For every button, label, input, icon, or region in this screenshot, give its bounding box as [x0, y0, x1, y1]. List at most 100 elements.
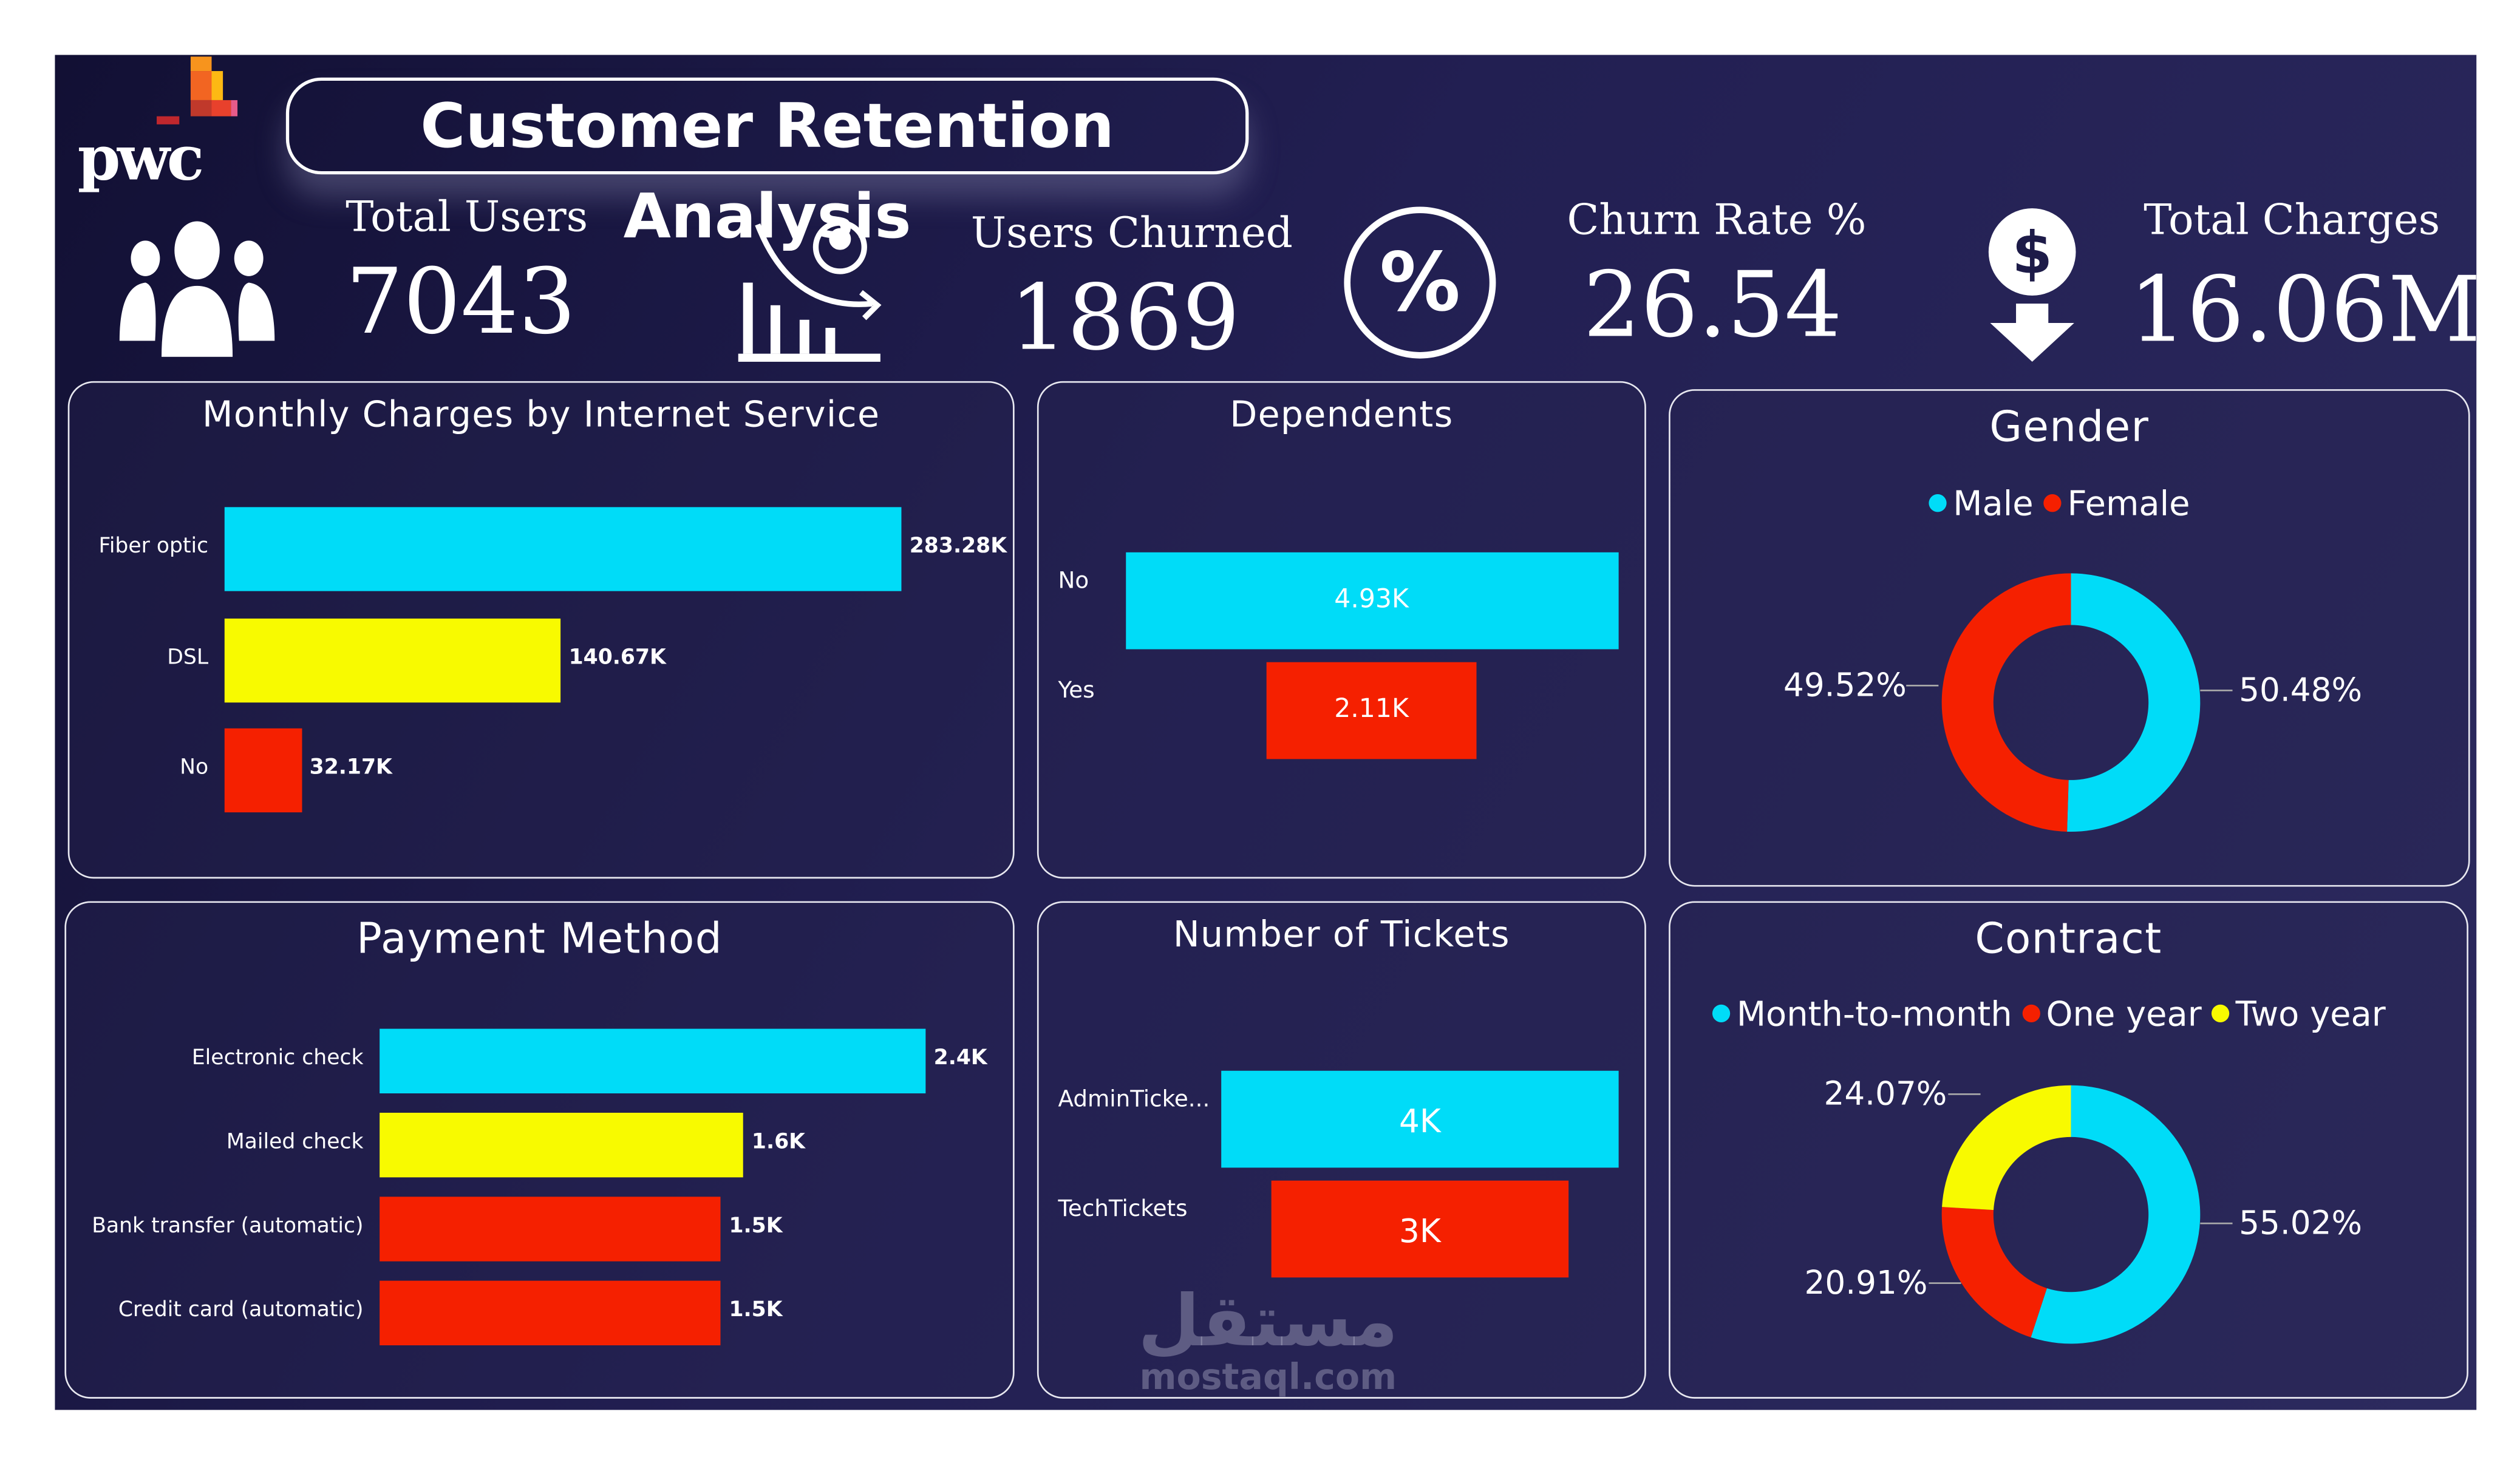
kpi-churn-rate-label: Churn Rate %: [1567, 197, 1867, 246]
percent-circle-icon: %: [1344, 206, 1496, 359]
legend-dot-icon: [1929, 494, 1947, 512]
dollar-down-arrow-icon: $: [1988, 208, 2076, 362]
data-label: 4K: [1399, 1101, 1441, 1141]
chart-title: Contract: [1975, 915, 2162, 965]
bar: [224, 728, 302, 813]
data-label: 24.07%: [1824, 1074, 1947, 1113]
bar: [1265, 661, 1477, 759]
bar: [1270, 1180, 1569, 1277]
watermark-english: mostaql.com: [1139, 1358, 1397, 1399]
kpi-users-churned-value: 1869: [1009, 266, 1240, 372]
legend-dot-icon: [2021, 1004, 2040, 1022]
leader-line: [1929, 1282, 1961, 1284]
chart-title: Monthly Charges by Internet Service: [202, 395, 880, 436]
legend-item[interactable]: Month-to-month: [1712, 995, 2012, 1034]
dependents-card: Dependents No 4.93K Yes 2.11K: [1037, 381, 1646, 879]
bar: [224, 617, 561, 702]
legend-label: Two year: [2235, 994, 2386, 1034]
data-label: 2.4K: [933, 1046, 987, 1071]
donut-slice[interactable]: [2031, 1085, 2201, 1344]
data-label: 55.02%: [2239, 1203, 2363, 1242]
kpi-churn-rate-value: 26.54: [1583, 253, 1842, 359]
category-label: Fiber optic: [98, 534, 209, 559]
payment-method-card: Payment Method Electronic check 2.4K Maile…: [64, 901, 1015, 1399]
page-title: Customer Retention Analysis: [285, 77, 1249, 252]
pwc-logo: pwc: [73, 56, 259, 202]
data-label: 2.11K: [1334, 691, 1409, 723]
data-label: 140.67K: [568, 645, 666, 670]
chart-title: Gender: [1989, 404, 2150, 452]
category-label: Mailed check: [226, 1130, 364, 1155]
bar: [224, 507, 902, 591]
donut-slice[interactable]: [1941, 1207, 2047, 1337]
leader-line: [2200, 689, 2233, 691]
donut-chart: [1941, 1085, 2201, 1344]
bar: [380, 1028, 926, 1094]
data-label: 50.48%: [2239, 670, 2363, 709]
legend: Male Female: [1929, 484, 2199, 523]
svg-text:%: %: [1380, 236, 1460, 330]
category-label: Bank transfer (automatic): [92, 1214, 364, 1239]
monthly-charges-card: Monthly Charges by Internet Service Fibe…: [67, 381, 1015, 879]
kpi-total-users-label: Total Users: [346, 194, 588, 243]
legend-dot-icon: [2211, 1004, 2229, 1022]
bar: [380, 1197, 721, 1262]
category-label: DSL: [167, 645, 209, 670]
legend: Month-to-month One year Two year: [1712, 995, 2396, 1034]
leader-line: [2200, 1222, 2233, 1224]
bar: [1221, 1070, 1619, 1168]
legend-dot-icon: [2043, 494, 2061, 512]
gender-card: Gender Male Female 50.48% 49.52%: [1669, 389, 2470, 887]
legend-item[interactable]: One year: [2021, 994, 2202, 1034]
watermark-arabic: مستقل: [1138, 1280, 1398, 1364]
pwc-logo-text: pwc: [77, 121, 205, 194]
data-label: 4.93K: [1334, 583, 1409, 614]
category-label: No: [180, 756, 209, 780]
bar: [1125, 552, 1618, 650]
user-decline-chart-icon: [738, 220, 882, 362]
legend-label: Female: [2067, 484, 2190, 523]
donut-slice[interactable]: [1941, 573, 2071, 832]
leader-line: [1948, 1093, 1981, 1095]
chart-title: Payment Method: [356, 915, 723, 965]
dashboard-background: [55, 55, 2477, 1410]
donut-slice[interactable]: [2067, 573, 2201, 832]
data-label: 49.52%: [1783, 665, 1907, 704]
tickets-card: Number of Tickets AdminTicke... 4K TechTic…: [1037, 901, 1646, 1399]
contract-card: Contract Month-to-month One year Two year 5…: [1669, 901, 2468, 1399]
kpi-total-charges-value: 16.06M: [2129, 258, 2481, 364]
legend-item[interactable]: Female: [2043, 484, 2190, 523]
legend-dot-icon: [1712, 1004, 1731, 1022]
pwc-logo-mark-icon: [157, 56, 238, 124]
data-label: 20.91%: [1804, 1263, 1928, 1302]
chart-title: Dependents: [1230, 395, 1454, 436]
category-label: Credit card (automatic): [118, 1298, 364, 1323]
kpi-total-users-value: 7043: [346, 250, 576, 356]
kpi-users-churned-label: Users Churned: [970, 209, 1293, 259]
category-label: Yes: [1058, 677, 1095, 704]
svg-text:$: $: [2012, 219, 2052, 287]
category-label: TechTickets: [1058, 1195, 1188, 1222]
kpi-total-charges-label: Total Charges: [2144, 197, 2440, 246]
data-label: 32.17K: [309, 756, 392, 780]
chart-title: Number of Tickets: [1173, 915, 1510, 956]
legend-label: One year: [2046, 994, 2202, 1034]
users-group-icon: [119, 221, 275, 357]
category-label: AdminTicke...: [1058, 1087, 1210, 1113]
bar: [380, 1112, 744, 1178]
data-label: 3K: [1399, 1210, 1441, 1249]
category-label: No: [1058, 568, 1089, 594]
donut-slice[interactable]: [1942, 1085, 2071, 1211]
data-label: 283.28K: [909, 534, 1007, 559]
bar: [380, 1280, 721, 1346]
mostaql-watermark: مستقل mostaql.com: [1115, 1280, 1422, 1399]
category-label: Electronic check: [191, 1046, 364, 1071]
legend-label: Month-to-month: [1736, 994, 2012, 1034]
data-label: 1.6K: [751, 1130, 805, 1155]
legend-item[interactable]: Two year: [2211, 994, 2386, 1034]
data-label: 1.5K: [729, 1298, 783, 1323]
legend-item[interactable]: Male: [1929, 484, 2034, 523]
data-label: 1.5K: [729, 1214, 783, 1239]
donut-chart: [1941, 573, 2201, 832]
